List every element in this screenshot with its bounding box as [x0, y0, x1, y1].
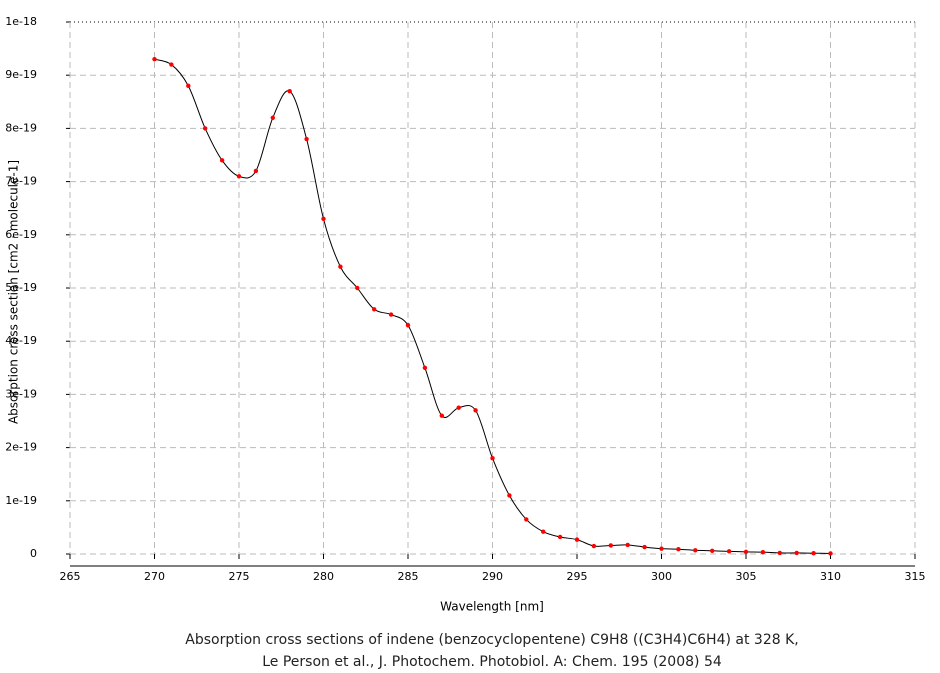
data-point [422, 365, 428, 370]
y-tick-label: 1e-18 [5, 15, 37, 28]
data-point [304, 136, 309, 142]
data-point [287, 88, 292, 94]
data-point [811, 551, 816, 556]
data-point [388, 312, 394, 317]
x-tick-label: 265 [60, 570, 81, 583]
data-point [186, 83, 191, 89]
data-point [557, 534, 563, 540]
data-point [236, 174, 242, 179]
data-point [456, 405, 461, 410]
data-point [777, 550, 782, 556]
data-point [642, 544, 647, 550]
x-tick-label: 270 [144, 570, 165, 583]
caption: Le Person et al., J. Photochem. Photobio… [262, 654, 722, 670]
y-tick-label: 8e-19 [5, 121, 37, 134]
data-point [625, 542, 630, 548]
y-tick-label: 9e-19 [5, 68, 37, 81]
x-tick-label: 305 [736, 570, 757, 583]
x-tick-label: 290 [482, 570, 503, 583]
y-tick-label: 4e-19 [5, 334, 37, 347]
data-point [743, 549, 749, 555]
data-point [219, 158, 225, 163]
data-point [270, 115, 275, 120]
data-point [507, 493, 512, 498]
data-point [659, 546, 664, 551]
data-point [676, 547, 681, 552]
data-point [693, 548, 698, 553]
x-tick-label: 285 [398, 570, 419, 583]
data-point [760, 549, 766, 555]
y-tick-label: 1e-19 [5, 494, 37, 507]
x-tick-label: 275 [229, 570, 250, 583]
x-tick-label: 310 [820, 570, 841, 583]
data-point [710, 548, 715, 554]
x-axis-label: Wavelength [nm] [440, 600, 544, 614]
data-point [338, 264, 343, 269]
data-point [473, 408, 478, 413]
x-tick-label: 300 [651, 570, 672, 583]
data-point [608, 543, 613, 548]
data-point [405, 323, 411, 328]
x-tick-label: 315 [905, 570, 926, 583]
data-point [355, 285, 360, 291]
data-point [524, 517, 529, 522]
data-point [372, 307, 377, 312]
y-tick-label: 6e-19 [5, 228, 37, 241]
data-point [794, 550, 799, 556]
data-point [828, 551, 833, 556]
x-tick-label: 280 [313, 570, 334, 583]
y-tick-label: 3e-19 [5, 387, 37, 400]
data-point [253, 168, 259, 174]
data-point [490, 456, 495, 461]
data-point [321, 216, 326, 222]
data-point [541, 529, 546, 534]
data-point [574, 537, 580, 542]
y-tick-label: 5e-19 [5, 281, 37, 294]
x-tick-label: 295 [567, 570, 588, 583]
data-point [439, 413, 444, 418]
data-point [726, 549, 732, 554]
data-point [203, 126, 208, 131]
y-tick-label: 7e-19 [5, 175, 37, 188]
y-axis-label: Absorption cross section [cm2 · molecule… [7, 160, 21, 424]
data-point [152, 57, 157, 62]
y-tick-label: 2e-19 [5, 441, 37, 454]
data-point [169, 62, 174, 67]
caption: Absorption cross sections of indene (ben… [185, 632, 798, 648]
data-point [591, 543, 597, 549]
y-tick-label: 0 [30, 547, 37, 560]
